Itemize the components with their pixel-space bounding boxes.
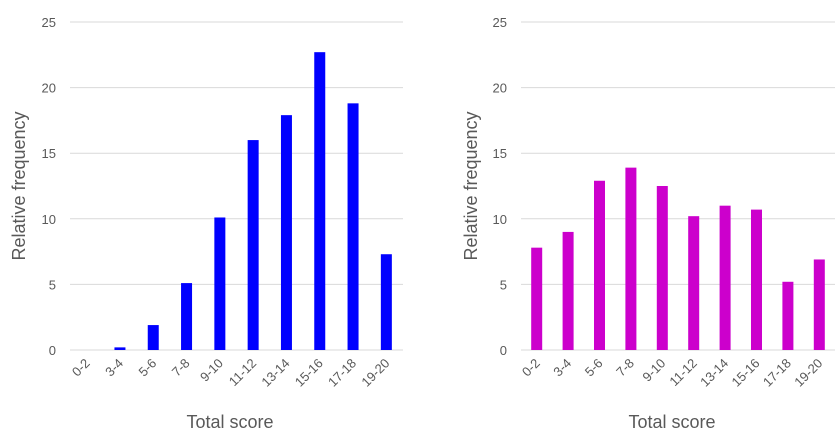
y-tick-label: 10 [493, 212, 507, 227]
x-tick-label: 17-18 [325, 356, 359, 390]
x-tick-label: 17-18 [760, 356, 794, 390]
x-tick-label: 9-10 [639, 356, 668, 385]
bar [147, 325, 159, 350]
y-tick-label: 5 [49, 277, 56, 292]
bar [562, 231, 574, 350]
bar [214, 217, 226, 350]
y-tick-label: 10 [42, 212, 56, 227]
y-tick-label: 5 [500, 277, 507, 292]
bar [380, 254, 392, 350]
bar [813, 259, 825, 350]
x-tick-label: 11-12 [226, 356, 259, 389]
x-tick-label: 9-10 [197, 356, 226, 385]
bar [181, 283, 193, 350]
x-tick-label: 5-6 [135, 356, 159, 380]
y-tick-label: 20 [42, 81, 56, 96]
x-tick-label: 19-20 [358, 356, 392, 390]
chart-right: 0 5 10 15 20 25 0-2 3-4 5-6 7-8 9-1011-1213-1415-1… [461, 15, 835, 432]
y-tick-label: 0 [49, 343, 56, 358]
y-tick-label: 15 [42, 146, 56, 161]
bar [280, 115, 292, 350]
x-tick-label: 7-8 [613, 356, 637, 380]
x-tick-label: 7-8 [169, 356, 193, 380]
bar [247, 140, 259, 350]
bar [688, 216, 700, 350]
bar [594, 180, 605, 350]
bar [531, 247, 543, 350]
x-tick-label: 3-4 [102, 356, 126, 380]
x-tick-label: 15-16 [729, 356, 763, 390]
y-tick-label: 20 [493, 81, 507, 96]
y-tick-label: 0 [500, 343, 507, 358]
x-axis-title: Total score [186, 412, 273, 432]
bar [625, 167, 637, 350]
bar [656, 186, 668, 350]
x-tick-label: 0-2 [519, 356, 543, 380]
bar [114, 347, 126, 350]
bar [314, 52, 326, 351]
y-tick-label: 25 [493, 15, 507, 30]
x-tick-label: 19-20 [791, 356, 825, 390]
bar [751, 209, 762, 350]
x-tick-label: 13-14 [697, 356, 731, 390]
chart-left: 0 5 10 15 20 25 0-2 3-4 5-6 7-8 9-10 11-12 13-14 15-1… [9, 15, 403, 432]
x-axis-title: Total score [628, 412, 715, 432]
y-tick-label: 25 [42, 15, 56, 30]
x-tick-label: 11-12 [666, 356, 699, 389]
bar [782, 281, 794, 350]
x-tick-label: 5-6 [582, 356, 606, 380]
x-tick-label: 13-14 [258, 356, 292, 390]
bar [719, 205, 731, 350]
bar [347, 103, 359, 351]
y-tick-label: 15 [493, 146, 507, 161]
y-axis-title: Relative frequency [461, 111, 481, 260]
y-axis-title: Relative frequency [9, 111, 29, 260]
x-tick-label: 3-4 [550, 356, 574, 380]
x-tick-label: 0-2 [69, 356, 93, 380]
x-tick-label: 15-16 [292, 356, 326, 390]
